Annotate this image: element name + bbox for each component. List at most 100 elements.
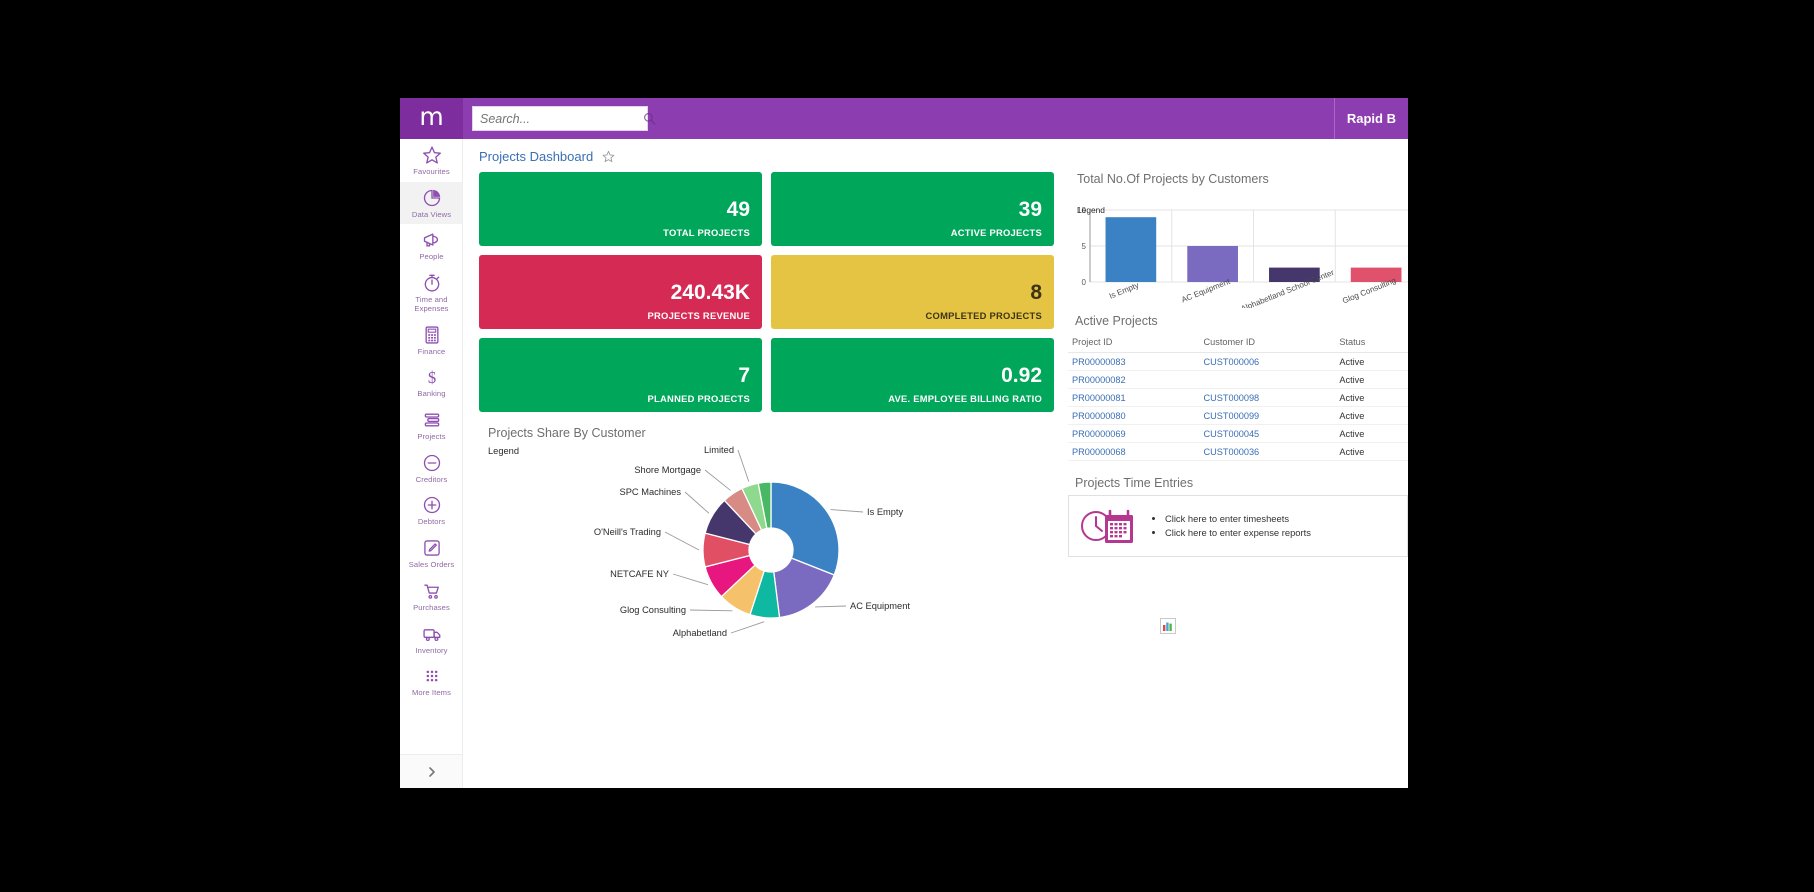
sidebar-item-data-views[interactable]: Data Views <box>400 181 462 225</box>
bar-rect[interactable] <box>1187 246 1238 282</box>
table-row[interactable]: PR00000081 CUST000098 Active <box>1068 388 1408 407</box>
donut-slice[interactable] <box>757 481 772 530</box>
projects-share-panel: Projects Share By Customer Legend Is Emp… <box>479 426 1176 676</box>
table-column-header[interactable]: Customer ID <box>1199 334 1336 353</box>
table-row[interactable]: PR00000066CUST000011Active <box>1068 460 1408 464</box>
left-column: 49 TOTAL PROJECTS 39 ACTIVE PROJECTS 240.43K… <box>479 172 1176 676</box>
donut-slice-labels: Is Empty AC Equipment Alphabetland Glog Con… <box>594 445 910 638</box>
kpi-tile[interactable]: 7 PLANNED PROJECTS <box>479 338 762 412</box>
bar-rect-group[interactable] <box>1105 217 1402 282</box>
bar-chart-icon[interactable] <box>1160 618 1176 634</box>
kpi-tile[interactable]: 39 ACTIVE PROJECTS <box>771 172 1054 246</box>
sidebar-item-inventory[interactable]: Inventory <box>400 618 462 661</box>
project-id-cell[interactable]: PR00000083 <box>1068 352 1200 371</box>
bar-legend-label: Legend <box>1077 205 1105 215</box>
search-icon[interactable] <box>643 112 656 125</box>
active-projects-scroll[interactable]: Project ID Customer ID Status PR00000083 CU… <box>1068 334 1408 464</box>
time-entry-link[interactable]: Click here to enter timesheets <box>1165 512 1311 526</box>
kpi-tile-grid: 49 TOTAL PROJECTS 39 ACTIVE PROJECTS 240.43K… <box>479 172 1059 412</box>
star-outline-icon[interactable] <box>602 150 615 163</box>
table-row[interactable]: PR00000069 CUST000045 Active <box>1068 424 1408 443</box>
sidebar-item-favourites[interactable]: Favourites <box>400 139 462 182</box>
time-entries-link-list: Click here to enter timesheetsClick here… <box>1151 512 1311 539</box>
customer-id-cell[interactable]: CUST000098 <box>1199 388 1336 407</box>
status-cell: Active <box>1335 370 1408 389</box>
table-row[interactable]: PR00000083 CUST000006 Active <box>1068 352 1408 371</box>
time-entries-title: Projects Time Entries <box>1075 476 1194 490</box>
search-box[interactable] <box>472 106 656 131</box>
bar-rect[interactable] <box>1350 267 1402 282</box>
table-column-header[interactable]: Status <box>1335 334 1408 353</box>
customer-id-cell[interactable]: CUST000045 <box>1199 424 1336 443</box>
donut-leader-line <box>730 621 765 634</box>
customer-id-cell[interactable]: CUST000006 <box>1199 352 1336 371</box>
table-row[interactable]: PR00000082 Active <box>1068 370 1408 389</box>
sidebar-item-label: Finance <box>417 346 446 356</box>
table-column-header[interactable]: Project ID <box>1068 334 1200 353</box>
customer-id-cell[interactable]: CUST000099 <box>1199 406 1336 425</box>
donut-slice-label: Limited <box>704 445 734 455</box>
sidebar-item-banking[interactable]: $ Banking <box>400 361 462 404</box>
customer-id-cell[interactable]: CUST000011 <box>1199 460 1336 464</box>
sidebar-expand-button[interactable] <box>400 754 462 788</box>
sidebar-item-finance[interactable]: Finance <box>400 319 462 362</box>
donut-slice-group[interactable] <box>702 481 840 619</box>
table-row[interactable]: PR00000068 CUST000036 Active <box>1068 442 1408 461</box>
donut-slice[interactable] <box>770 481 840 576</box>
time-entries-card: Click here to enter timesheetsClick here… <box>1068 495 1408 557</box>
sidebar-item-time-and-expenses[interactable]: Time and Expenses <box>400 267 462 318</box>
project-id-cell[interactable]: PR00000080 <box>1068 406 1200 425</box>
bar-y-axis-ticks: 0 5 10 <box>1077 206 1086 287</box>
kpi-tile[interactable]: 8 COMPLETED PROJECTS <box>771 255 1054 329</box>
plus-circle-icon <box>423 497 440 514</box>
sidebar-item-more-items[interactable]: More Items <box>400 660 462 703</box>
project-id-cell[interactable]: PR00000069 <box>1068 424 1200 443</box>
project-id-cell[interactable]: PR00000081 <box>1068 388 1200 407</box>
status-cell: Active <box>1335 424 1408 443</box>
bar-rect[interactable] <box>1105 217 1157 282</box>
project-id-cell[interactable]: PR00000082 <box>1068 370 1200 389</box>
status-cell: Active <box>1335 460 1408 464</box>
sidebar-item-creditors[interactable]: Creditors <box>400 447 462 490</box>
app-logo[interactable]: m <box>400 98 463 139</box>
time-entry-link[interactable]: Click here to enter expense reports <box>1165 526 1311 540</box>
customer-id-cell[interactable]: CUST000036 <box>1199 442 1336 461</box>
project-id-cell[interactable]: PR00000068 <box>1068 442 1200 461</box>
grid-dots-icon <box>426 670 437 682</box>
kpi-tile[interactable]: 240.43K PROJECTS REVENUE <box>479 255 762 329</box>
donut-leader-line <box>672 573 709 586</box>
donut-leader-line <box>830 509 864 513</box>
megaphone-icon <box>423 233 438 247</box>
donut-slice-label: Alphabetland <box>673 628 727 638</box>
bar-rect[interactable] <box>1269 267 1320 282</box>
sidebar-item-label: Debtors <box>417 517 446 527</box>
topbar-company-label[interactable]: Rapid B <box>1333 98 1408 139</box>
kpi-tile[interactable]: 49 TOTAL PROJECTS <box>479 172 762 246</box>
donut-leader-line <box>684 491 710 514</box>
bar-chart-wrap: Legend 0 5 10 Is Empty AC Equipment Alphabet… <box>1068 186 1408 308</box>
search-input[interactable] <box>480 111 643 126</box>
stopwatch-icon <box>424 274 439 292</box>
bar-y-tick-label: 0 <box>1082 278 1087 287</box>
sidebar-item-debtors[interactable]: Debtors <box>400 489 462 532</box>
sidebar-item-purchases[interactable]: Purchases <box>400 575 462 618</box>
kpi-label: PROJECTS REVENUE <box>647 310 750 321</box>
customer-id-cell[interactable] <box>1199 370 1336 389</box>
projects-share-donut-chart[interactable]: Is Empty AC Equipment Alphabetland Glog Con… <box>479 432 1059 672</box>
donut-slice-label: SPC Machines <box>620 487 682 497</box>
kpi-tile[interactable]: 0.92 AVE. EMPLOYEE BILLING RATIO <box>771 338 1054 412</box>
sidebar-item-people[interactable]: People <box>400 224 462 267</box>
sidebar-item-projects[interactable]: Projects <box>400 404 462 447</box>
sidebar-item-sales-orders[interactable]: Sales Orders <box>400 532 462 575</box>
kpi-value: 7 <box>738 364 750 387</box>
table-row[interactable]: PR00000080 CUST000099 Active <box>1068 406 1408 425</box>
project-id-cell[interactable]: PR00000066 <box>1068 460 1200 464</box>
minus-circle-icon <box>423 454 440 471</box>
shopping-cart-icon <box>423 584 439 599</box>
sidebar-item-label: Banking <box>417 389 446 399</box>
star-icon <box>422 146 441 164</box>
kpi-label: PLANNED PROJECTS <box>647 393 750 404</box>
projects-time-entries-panel: Projects Time Entries <box>1068 476 1408 557</box>
projects-by-customer-panel: Total No.Of Projects by Customers Legend… <box>1068 172 1408 308</box>
